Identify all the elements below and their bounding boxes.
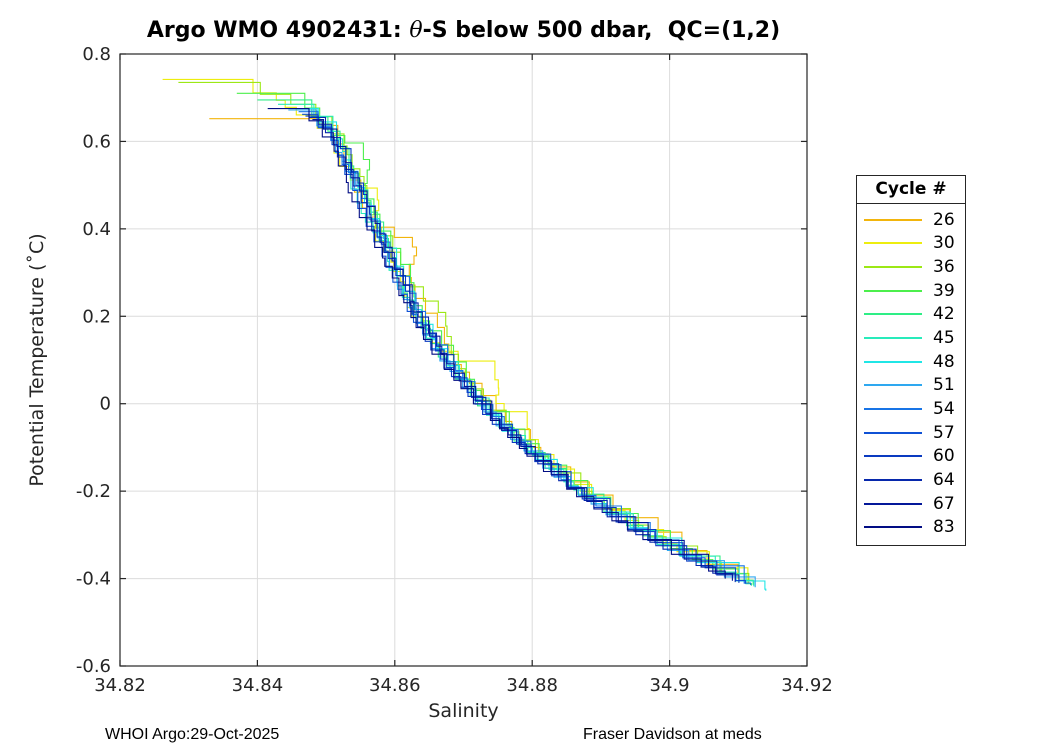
series-line-cycle-60 xyxy=(305,115,740,583)
series-line-cycle-39 xyxy=(236,92,754,585)
legend-label: 64 xyxy=(933,469,955,490)
legend: Cycle # 26 30 36 39 42 45 48 51 54 57 60 64 67 83 xyxy=(856,175,966,546)
x-tick-label: 34.92 xyxy=(781,675,833,696)
legend-line-swatch xyxy=(864,407,922,410)
legend-label: 48 xyxy=(933,351,955,372)
y-tick-label: 0.6 xyxy=(82,131,111,152)
series-line-cycle-57 xyxy=(302,113,746,584)
legend-line-swatch xyxy=(864,455,922,458)
series-line-cycle-64 xyxy=(308,116,736,583)
legend-entry-cycle-83: 83 xyxy=(857,515,965,539)
chart-title: Argo WMO 4902431: θ-S below 500 dbar, QC… xyxy=(120,18,807,43)
legend-line-swatch xyxy=(864,384,922,387)
legend-entry-cycle-67: 67 xyxy=(857,492,965,516)
legend-label: 54 xyxy=(933,398,955,419)
series-line-cycle-26 xyxy=(209,118,739,579)
legend-line-swatch xyxy=(864,478,922,481)
series-line-cycle-42 xyxy=(257,99,753,586)
y-tick-label: 0.2 xyxy=(82,306,111,327)
legend-label: 67 xyxy=(933,493,955,514)
legend-line-swatch xyxy=(864,266,922,269)
x-tick-label: 34.88 xyxy=(506,675,558,696)
theta-symbol: θ xyxy=(409,18,423,43)
legend-entry-cycle-64: 64 xyxy=(857,468,965,492)
legend-line-swatch xyxy=(864,218,922,221)
chart-title-prefix: Argo WMO 4902431: xyxy=(146,18,410,43)
legend-label: 57 xyxy=(933,422,955,443)
legend-entry-cycle-54: 54 xyxy=(857,397,965,421)
series-line-cycle-45 xyxy=(278,103,755,587)
y-tick-label: -0.2 xyxy=(76,481,111,502)
series-line-cycle-54 xyxy=(298,111,752,586)
legend-entry-cycle-30: 30 xyxy=(857,232,965,256)
x-tick-label: 34.86 xyxy=(369,675,421,696)
axes-box xyxy=(119,53,808,667)
y-tick-label: 0.8 xyxy=(82,44,111,65)
legend-line-swatch xyxy=(864,526,922,529)
legend-entry-cycle-39: 39 xyxy=(857,279,965,303)
chart-title-suffix: -S below 500 dbar, QC=(1,2) xyxy=(422,18,781,43)
legend-entry-cycle-45: 45 xyxy=(857,326,965,350)
legend-label: 51 xyxy=(933,375,955,396)
legend-rows: 26 30 36 39 42 45 48 51 54 57 60 64 67 83 xyxy=(857,204,965,545)
y-tick-label: -0.6 xyxy=(76,656,111,677)
series-line-cycle-48 xyxy=(295,108,767,591)
y-tick-label: 0.4 xyxy=(82,219,111,240)
legend-entry-cycle-42: 42 xyxy=(857,303,965,327)
legend-line-swatch xyxy=(864,242,922,245)
series-line-cycle-30 xyxy=(162,78,749,583)
legend-line-swatch xyxy=(864,337,922,340)
legend-label: 30 xyxy=(933,233,955,254)
x-tick-label: 34.9 xyxy=(650,675,690,696)
legend-line-swatch xyxy=(864,313,922,316)
legend-label: 26 xyxy=(933,209,955,230)
legend-entry-cycle-57: 57 xyxy=(857,421,965,445)
legend-label: 83 xyxy=(933,517,955,538)
series-line-cycle-67 xyxy=(312,119,733,581)
x-axis-label: Salinity xyxy=(428,700,499,722)
x-tick-label: 34.84 xyxy=(232,675,284,696)
footer-credit-right: Fraser Davidson at meds xyxy=(583,726,762,743)
legend-label: 36 xyxy=(933,257,955,278)
y-tick-label: -0.4 xyxy=(76,569,111,590)
legend-label: 60 xyxy=(933,446,955,467)
legend-entry-cycle-51: 51 xyxy=(857,373,965,397)
legend-entry-cycle-26: 26 xyxy=(857,208,965,232)
series-group xyxy=(162,78,767,591)
y-tick-label: 0 xyxy=(100,394,111,415)
series-line-cycle-36 xyxy=(178,81,750,584)
legend-entry-cycle-60: 60 xyxy=(857,444,965,468)
legend-entry-cycle-48: 48 xyxy=(857,350,965,374)
legend-line-swatch xyxy=(864,431,922,434)
legend-entry-cycle-36: 36 xyxy=(857,255,965,279)
legend-line-swatch xyxy=(864,289,922,292)
legend-label: 39 xyxy=(933,280,955,301)
legend-line-swatch xyxy=(864,360,922,363)
footer-credit-left: WHOI Argo:29-Oct-2025 xyxy=(105,726,280,743)
series-line-cycle-83 xyxy=(267,108,726,579)
legend-label: 45 xyxy=(933,328,955,349)
legend-title: Cycle # xyxy=(857,176,965,204)
legend-label: 42 xyxy=(933,304,955,325)
legend-line-swatch xyxy=(864,502,922,505)
x-tick-label: 34.82 xyxy=(94,675,146,696)
